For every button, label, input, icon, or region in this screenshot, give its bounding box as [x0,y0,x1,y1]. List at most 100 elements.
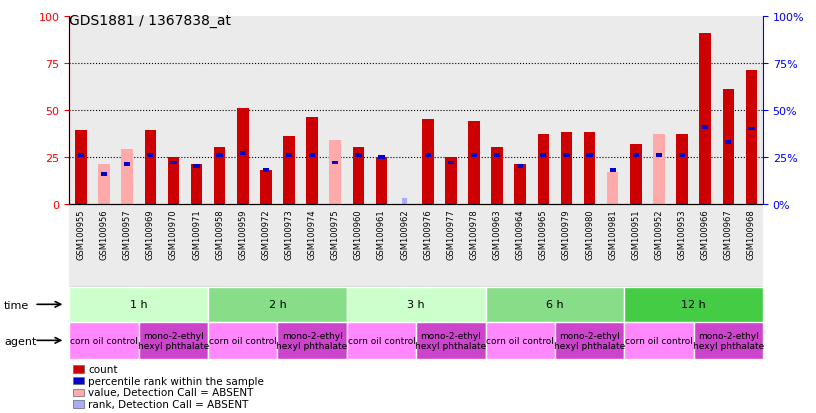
Text: GSM100964: GSM100964 [516,209,525,259]
Bar [240,152,246,156]
Bar [555,204,578,287]
Bar [671,204,694,287]
Bar [486,287,624,322]
Text: GSM100959: GSM100959 [238,209,247,259]
Text: GSM100968: GSM100968 [747,209,756,259]
Bar [632,154,639,157]
Bar [69,287,208,322]
Bar [514,165,526,204]
Bar [167,157,180,204]
Text: GSM100962: GSM100962 [400,209,409,259]
Bar [671,17,694,204]
Text: GSM100967: GSM100967 [724,209,733,259]
Text: GSM100960: GSM100960 [354,209,363,259]
Bar [624,17,647,204]
Text: 3 h: 3 h [407,299,425,310]
Bar [370,17,393,204]
Bar [740,17,763,204]
Bar [563,154,570,157]
Text: time: time [4,300,29,310]
Bar [139,17,162,204]
Bar [416,322,486,359]
Text: 12 h: 12 h [681,299,706,310]
Bar [101,173,107,176]
Bar [208,322,277,359]
Bar [540,154,547,157]
Bar [92,17,116,204]
Bar [309,154,315,157]
Bar [75,131,86,204]
Text: GSM100972: GSM100972 [261,209,270,259]
Bar [300,204,324,287]
Bar [740,204,763,287]
Bar [286,154,292,157]
Text: mono-2-ethyl
hexyl phthalate: mono-2-ethyl hexyl phthalate [277,331,348,350]
Bar [587,154,592,157]
Bar [324,17,347,204]
Bar [300,17,324,204]
Bar [538,135,549,204]
Text: mono-2-ethyl
hexyl phthalate: mono-2-ethyl hexyl phthalate [693,331,764,350]
Text: mono-2-ethyl
hexyl phthalate: mono-2-ethyl hexyl phthalate [554,331,625,350]
Bar [92,204,116,287]
Bar [185,17,208,204]
Bar [468,122,480,204]
Bar [694,322,763,359]
Bar [330,140,341,204]
Bar [347,287,486,322]
Bar [647,204,671,287]
Bar [124,163,131,167]
Bar [610,169,616,173]
Bar [353,148,364,204]
Bar [578,204,601,287]
Bar [694,17,716,204]
Text: GSM100953: GSM100953 [677,209,686,259]
Bar [722,90,734,204]
Text: GSM100965: GSM100965 [539,209,548,259]
Bar [231,17,255,204]
Bar [162,17,185,204]
Bar [445,157,457,204]
Text: GSM100980: GSM100980 [585,209,594,259]
Bar [583,133,596,204]
Bar [277,17,300,204]
Bar [332,161,339,165]
Bar [647,17,671,204]
Bar [748,127,755,131]
Bar [370,204,393,287]
Bar [283,137,295,204]
Bar [171,161,176,165]
Bar [347,204,370,287]
Bar [69,322,139,359]
Bar [355,154,361,157]
Text: GDS1881 / 1367838_at: GDS1881 / 1367838_at [69,14,232,28]
Bar [122,150,133,204]
Bar [78,154,84,157]
Bar [69,204,92,287]
Text: GSM100981: GSM100981 [608,209,617,259]
Text: corn oil control: corn oil control [625,336,693,345]
Bar [139,322,208,359]
Bar [494,154,500,157]
Bar [508,17,532,204]
Bar [463,17,486,204]
Bar [491,148,503,204]
Bar [208,204,231,287]
Bar [601,17,624,204]
Bar [98,165,110,204]
Text: mono-2-ethyl
hexyl phthalate: mono-2-ethyl hexyl phthalate [138,331,209,350]
Bar [676,135,688,204]
Text: GSM100978: GSM100978 [469,209,478,259]
Bar [630,144,641,204]
Text: GSM100971: GSM100971 [192,209,201,259]
Bar [424,154,431,157]
Bar [193,165,200,169]
Bar [508,204,532,287]
Bar [162,204,185,287]
Text: corn oil control: corn oil control [209,336,277,345]
Bar [694,204,716,287]
Text: corn oil control: corn oil control [70,336,138,345]
Bar [237,109,249,204]
Bar [463,204,486,287]
Text: GSM100958: GSM100958 [215,209,224,259]
